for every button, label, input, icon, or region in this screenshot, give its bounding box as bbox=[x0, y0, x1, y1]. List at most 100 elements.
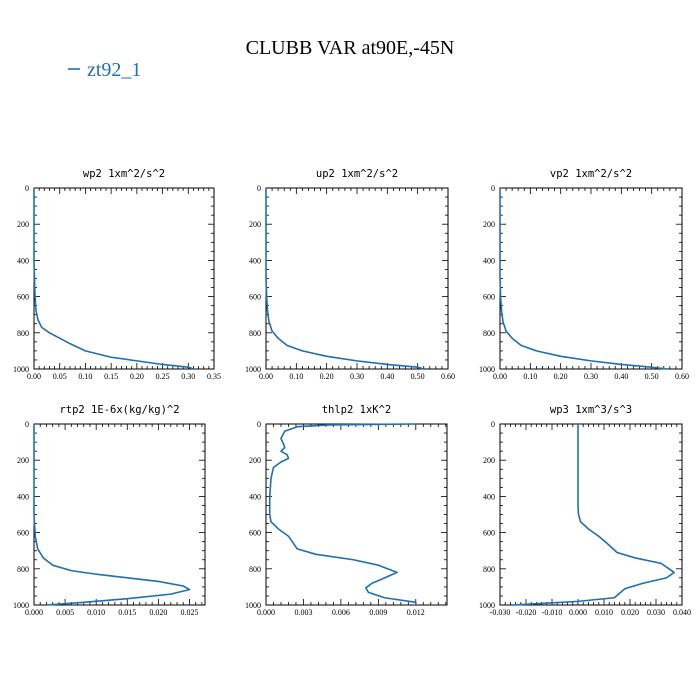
plot-frame bbox=[33, 423, 206, 606]
panel-2: up2 1xm^2/s^2 0.00 0.10 0.20 0.30 0.40 0.50 0.6… bbox=[245, 168, 455, 381]
x-tick-label: 0.50 bbox=[411, 372, 425, 381]
plot-frame bbox=[33, 187, 215, 370]
panel-6: wp3 1xm^3/s^3 -0.030 -0.020 -0.010 0.000 0.01… bbox=[479, 404, 691, 617]
panel-title: wp3 1xm^3/s^3 bbox=[550, 404, 632, 416]
y-tick-label: 0 bbox=[25, 184, 29, 193]
y-tick-label: 600 bbox=[249, 293, 261, 302]
y-tick-label: 0 bbox=[257, 184, 261, 193]
x-tick-label: 0.20 bbox=[320, 372, 334, 381]
panel-3: vp2 1xm^2/s^2 0.00 0.10 0.20 0.30 0.40 0.50 0.6… bbox=[479, 168, 689, 381]
legend-label-zt92-1: zt92_1 bbox=[87, 59, 141, 81]
x-tick-label: 0.003 bbox=[294, 608, 312, 617]
x-tick-label: 0.10 bbox=[289, 372, 303, 381]
y-tick-label: 600 bbox=[17, 529, 29, 538]
y-tick-label: 800 bbox=[483, 565, 495, 574]
x-tick-label: 0.015 bbox=[118, 608, 136, 617]
x-tick-label: 0.40 bbox=[380, 372, 394, 381]
legend: zt92_1 bbox=[68, 59, 141, 81]
x-tick-label: -0.010 bbox=[542, 608, 563, 617]
y-tick-label: 1000 bbox=[13, 365, 29, 374]
panel-4: rtp2 1E-6x(kg/kg)^2 0.000 0.005 0.010 0.015 0… bbox=[13, 404, 206, 617]
y-tick-label: 1000 bbox=[245, 365, 261, 374]
x-tick-label: 0.10 bbox=[523, 372, 537, 381]
plot-frame bbox=[499, 187, 683, 370]
y-tick-label: 800 bbox=[483, 329, 495, 338]
x-tick-label: 0.00 bbox=[259, 372, 273, 381]
panel-title: rtp2 1E-6x(kg/kg)^2 bbox=[59, 404, 179, 416]
x-tick-label: 0.60 bbox=[441, 372, 455, 381]
x-tick-label: 0.25 bbox=[156, 372, 170, 381]
x-tick-label: 0.50 bbox=[645, 372, 659, 381]
y-tick-label: 800 bbox=[17, 329, 29, 338]
y-tick-label: 800 bbox=[249, 329, 261, 338]
x-tick-label: 0.30 bbox=[350, 372, 364, 381]
x-tick-label: 0.009 bbox=[369, 608, 387, 617]
y-tick-label: 800 bbox=[249, 565, 261, 574]
y-tick-label: 1000 bbox=[479, 601, 495, 610]
y-tick-label: 1000 bbox=[245, 601, 261, 610]
x-tick-label: 0.000 bbox=[569, 608, 587, 617]
x-tick-label: 0.05 bbox=[53, 372, 67, 381]
y-tick-label: 400 bbox=[249, 256, 261, 265]
x-tick-label: 0.000 bbox=[257, 608, 275, 617]
y-tick-label: 200 bbox=[483, 220, 495, 229]
y-tick-label: 400 bbox=[17, 256, 29, 265]
x-tick-label: 0.40 bbox=[614, 372, 628, 381]
y-tick-label: 200 bbox=[17, 456, 29, 465]
x-tick-label: 0.000 bbox=[25, 608, 43, 617]
y-tick-label: 600 bbox=[17, 293, 29, 302]
series-line bbox=[33, 424, 191, 606]
x-tick-label: 0.006 bbox=[332, 608, 350, 617]
y-tick-label: 1000 bbox=[13, 601, 29, 610]
x-tick-label: 0.20 bbox=[554, 372, 568, 381]
plot-frame bbox=[499, 423, 683, 606]
x-tick-label: 0.30 bbox=[181, 372, 195, 381]
series-line bbox=[268, 423, 417, 605]
x-tick-label: 0.025 bbox=[180, 608, 198, 617]
y-tick-label: 600 bbox=[483, 529, 495, 538]
x-tick-label: 0.10 bbox=[78, 372, 92, 381]
y-tick-label: 200 bbox=[249, 220, 261, 229]
y-tick-label: 800 bbox=[17, 565, 29, 574]
y-tick-label: 0 bbox=[491, 184, 495, 193]
x-tick-label: 0.30 bbox=[584, 372, 598, 381]
panel-title: vp2 1xm^2/s^2 bbox=[550, 168, 632, 180]
x-tick-label: -0.020 bbox=[516, 608, 537, 617]
series-line bbox=[265, 188, 424, 370]
series-line bbox=[512, 424, 675, 606]
plot-frame bbox=[265, 423, 448, 606]
y-tick-label: 200 bbox=[249, 456, 261, 465]
x-tick-label: -0.030 bbox=[490, 608, 511, 617]
x-tick-label: 0.15 bbox=[104, 372, 118, 381]
x-tick-label: 0.020 bbox=[149, 608, 167, 617]
x-tick-label: 0.005 bbox=[56, 608, 74, 617]
series-line bbox=[33, 188, 194, 370]
panel-5: thlp2 1xK^2 0.000 0.003 0.006 0.009 0.012 0 200… bbox=[245, 404, 448, 617]
x-tick-label: 0.60 bbox=[675, 372, 689, 381]
y-tick-label: 200 bbox=[17, 220, 29, 229]
y-tick-label: 1000 bbox=[479, 365, 495, 374]
panel-1: wp2 1xm^2/s^2 0.00 0.05 0.10 0.15 0.20 0.25 0.3… bbox=[13, 168, 221, 381]
y-tick-label: 400 bbox=[249, 492, 261, 501]
y-tick-label: 200 bbox=[483, 456, 495, 465]
y-tick-label: 0 bbox=[491, 420, 495, 429]
series-line bbox=[499, 188, 667, 370]
y-tick-label: 0 bbox=[25, 420, 29, 429]
panel-title: thlp2 1xK^2 bbox=[322, 404, 392, 416]
x-tick-label: 0.040 bbox=[673, 608, 691, 617]
y-tick-label: 400 bbox=[483, 256, 495, 265]
x-tick-label: 0.00 bbox=[493, 372, 507, 381]
y-tick-label: 600 bbox=[483, 293, 495, 302]
x-tick-label: 0.20 bbox=[130, 372, 144, 381]
x-tick-label: 0.35 bbox=[207, 372, 221, 381]
x-tick-label: 0.010 bbox=[595, 608, 613, 617]
y-tick-label: 0 bbox=[257, 420, 261, 429]
y-tick-label: 400 bbox=[483, 492, 495, 501]
x-tick-label: 0.030 bbox=[647, 608, 665, 617]
panel-title: up2 1xm^2/s^2 bbox=[316, 168, 398, 180]
y-tick-label: 400 bbox=[17, 492, 29, 501]
x-tick-label: 0.010 bbox=[87, 608, 105, 617]
x-tick-label: 0.012 bbox=[407, 608, 425, 617]
figure-title: CLUBB VAR at90E,-45N bbox=[246, 37, 455, 59]
